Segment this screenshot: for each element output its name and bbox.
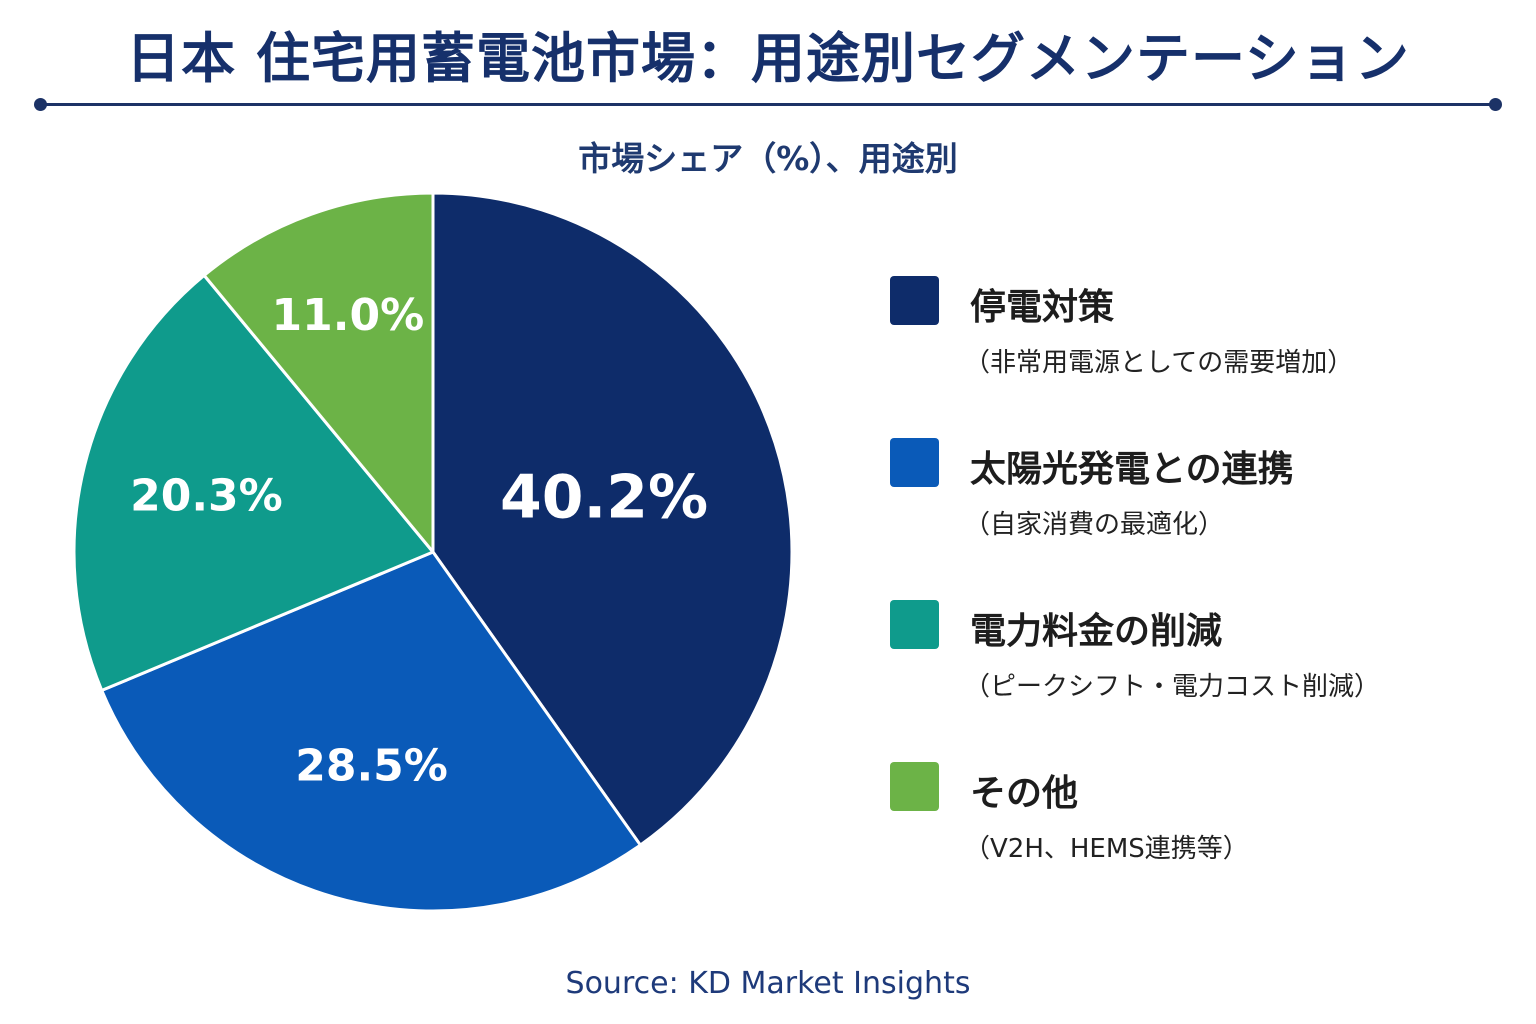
- legend-item: その他 （V2H、HEMS連携等）: [890, 758, 1510, 920]
- slice-value-label: 11.0%: [272, 290, 425, 341]
- slice-value-label: 40.2%: [500, 463, 708, 533]
- slice-value-label: 28.5%: [295, 740, 448, 791]
- legend-label: 太陽光発電との連携: [970, 449, 1294, 490]
- divider-dot-right: [1489, 98, 1502, 111]
- legend-swatch: [890, 762, 939, 811]
- legend-swatch: [890, 600, 939, 649]
- pie-slice: [100, 550, 642, 913]
- pie-chart: 40.2% 28.5% 20.3% 11.0%: [72, 191, 794, 913]
- legend-description: （ピークシフト・電力コスト削減）: [964, 672, 1381, 702]
- slice-value-label: 20.3%: [130, 471, 283, 522]
- legend: 停電対策 （非常用電源としての需要増加） 太陽光発電との連携 （自家消費の最適化…: [890, 272, 1510, 920]
- legend-swatch: [890, 276, 939, 325]
- legend-swatch: [890, 438, 939, 487]
- chart-subtitle: 市場シェア（%）、用途別: [578, 139, 958, 178]
- pie-slice: [72, 273, 435, 692]
- legend-item: 停電対策 （非常用電源としての需要増加）: [890, 272, 1510, 434]
- pie-slice: [202, 191, 435, 554]
- title-divider: [40, 103, 1496, 106]
- legend-description: （非常用電源としての需要増加）: [964, 348, 1354, 378]
- source-note: Source: KD Market Insights: [565, 966, 971, 1001]
- legend-label: 電力料金の削減: [970, 611, 1223, 652]
- legend-label: その他: [970, 773, 1079, 814]
- legend-description: （V2H、HEMS連携等）: [964, 834, 1249, 864]
- legend-label: 停電対策: [970, 287, 1115, 328]
- legend-description: （自家消費の最適化）: [964, 510, 1225, 540]
- legend-item: 電力料金の削減 （ピークシフト・電力コスト削減）: [890, 596, 1510, 758]
- pie-slice: [431, 191, 794, 847]
- chart-title: 日本 住宅用蓄電池市場：用途別セグメンテーション: [126, 27, 1410, 90]
- legend-item: 太陽光発電との連携 （自家消費の最適化）: [890, 434, 1510, 596]
- divider-dot-left: [34, 98, 47, 111]
